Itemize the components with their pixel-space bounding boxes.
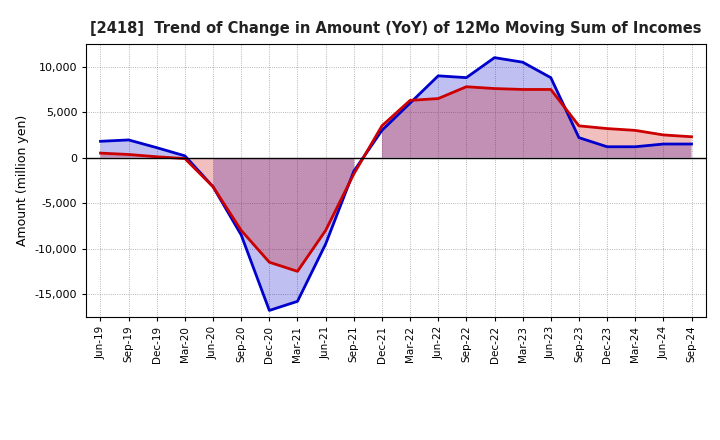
Net Income <box>237 228 246 233</box>
Net Income <box>377 123 386 128</box>
Net Income <box>518 87 527 92</box>
Net Income <box>265 260 274 265</box>
Legend: Ordinary Income, Net Income: Ordinary Income, Net Income <box>246 438 546 440</box>
Ordinary Income <box>237 232 246 238</box>
Line: Ordinary Income: Ordinary Income <box>101 58 691 311</box>
Ordinary Income <box>518 59 527 65</box>
Ordinary Income <box>377 128 386 133</box>
Net Income <box>293 269 302 274</box>
Ordinary Income <box>96 139 105 144</box>
Ordinary Income <box>659 141 667 147</box>
Ordinary Income <box>265 308 274 313</box>
Ordinary Income <box>181 153 189 158</box>
Net Income <box>462 84 471 89</box>
Y-axis label: Amount (million yen): Amount (million yen) <box>17 115 30 246</box>
Title: [2418]  Trend of Change in Amount (YoY) of 12Mo Moving Sum of Incomes: [2418] Trend of Change in Amount (YoY) o… <box>90 21 702 36</box>
Net Income <box>321 228 330 233</box>
Ordinary Income <box>546 75 555 80</box>
Net Income <box>687 134 696 139</box>
Ordinary Income <box>603 144 611 150</box>
Ordinary Income <box>687 141 696 147</box>
Net Income <box>575 123 583 128</box>
Ordinary Income <box>462 75 471 80</box>
Ordinary Income <box>153 145 161 150</box>
Ordinary Income <box>125 137 133 143</box>
Net Income <box>490 86 499 91</box>
Ordinary Income <box>321 242 330 247</box>
Ordinary Income <box>631 144 639 150</box>
Net Income <box>209 184 217 189</box>
Net Income <box>153 154 161 159</box>
Ordinary Income <box>293 299 302 304</box>
Net Income <box>349 172 358 177</box>
Ordinary Income <box>209 184 217 189</box>
Ordinary Income <box>575 135 583 140</box>
Ordinary Income <box>406 100 415 106</box>
Ordinary Income <box>490 55 499 60</box>
Net Income <box>546 87 555 92</box>
Net Income <box>181 156 189 161</box>
Net Income <box>434 96 443 101</box>
Net Income <box>631 128 639 133</box>
Ordinary Income <box>349 169 358 174</box>
Net Income <box>406 98 415 103</box>
Net Income <box>659 132 667 138</box>
Net Income <box>96 150 105 156</box>
Net Income <box>603 126 611 131</box>
Line: Net Income: Net Income <box>101 87 691 271</box>
Net Income <box>125 152 133 157</box>
Ordinary Income <box>434 73 443 78</box>
